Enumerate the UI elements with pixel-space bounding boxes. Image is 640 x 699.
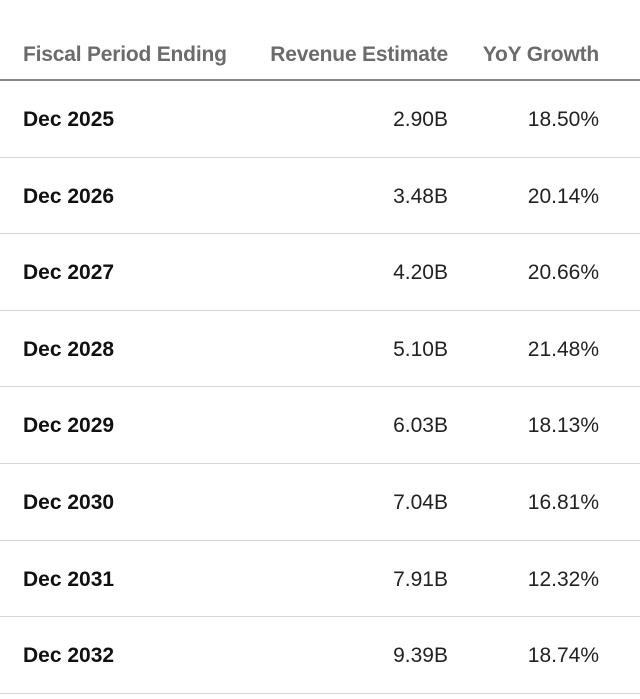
fiscal-period-cell: Dec 2029	[23, 414, 115, 438]
column-header-yoy-growth[interactable]: YoY Growth	[482, 43, 599, 66]
column-header-revenue-estimate[interactable]: Revenue Estimate	[270, 43, 448, 66]
fiscal-period-cell: Dec 2027	[23, 261, 115, 285]
fiscal-period-cell: Dec 2032	[23, 644, 115, 668]
yoy-growth-cell: 18.74%	[527, 644, 599, 668]
revenue-estimate-cell: 2.90B	[393, 108, 448, 131]
revenue-estimate-cell: 7.04B	[393, 490, 448, 514]
fiscal-period-cell: Dec 2030	[23, 490, 115, 514]
table-header-row: Fiscal Period Ending Revenue Estimate Yo…	[0, 0, 640, 81]
table-row: Dec 2032 9.39B 18.74%	[0, 617, 640, 694]
yoy-growth-cell: 18.50%	[527, 108, 599, 131]
revenue-estimate-cell: 4.20B	[393, 261, 448, 285]
yoy-growth-cell: 21.48%	[527, 337, 599, 361]
yoy-growth-cell: 20.14%	[527, 184, 599, 208]
revenue-estimate-cell: 6.03B	[393, 414, 448, 438]
yoy-growth-cell: 12.32%	[527, 567, 599, 591]
revenue-estimate-cell: 7.91B	[393, 567, 448, 591]
fiscal-period-cell: Dec 2028	[23, 337, 115, 361]
fiscal-period-cell: Dec 2031	[23, 567, 115, 591]
yoy-growth-cell: 18.13%	[527, 414, 599, 438]
table-row: Dec 2031 7.91B 12.32%	[0, 541, 640, 618]
fiscal-period-cell: Dec 2026	[23, 184, 115, 208]
yoy-growth-cell: 16.81%	[527, 490, 599, 514]
revenue-estimate-cell: 9.39B	[393, 644, 448, 668]
column-header-fiscal-period[interactable]: Fiscal Period Ending	[23, 43, 227, 66]
table-row: Dec 2026 3.48B 20.14%	[0, 158, 640, 235]
table-row: Dec 2028 5.10B 21.48%	[0, 311, 640, 388]
table-row: Dec 2030 7.04B 16.81%	[0, 464, 640, 541]
table-row: Dec 2025 2.90B 18.50%	[0, 81, 640, 158]
revenue-estimate-cell: 3.48B	[393, 184, 448, 208]
fiscal-period-cell: Dec 2025	[23, 108, 115, 131]
table-row: Dec 2029 6.03B 18.13%	[0, 387, 640, 464]
table-row: Dec 2027 4.20B 20.66%	[0, 234, 640, 311]
yoy-growth-cell: 20.66%	[527, 261, 599, 285]
revenue-estimate-cell: 5.10B	[393, 337, 448, 361]
